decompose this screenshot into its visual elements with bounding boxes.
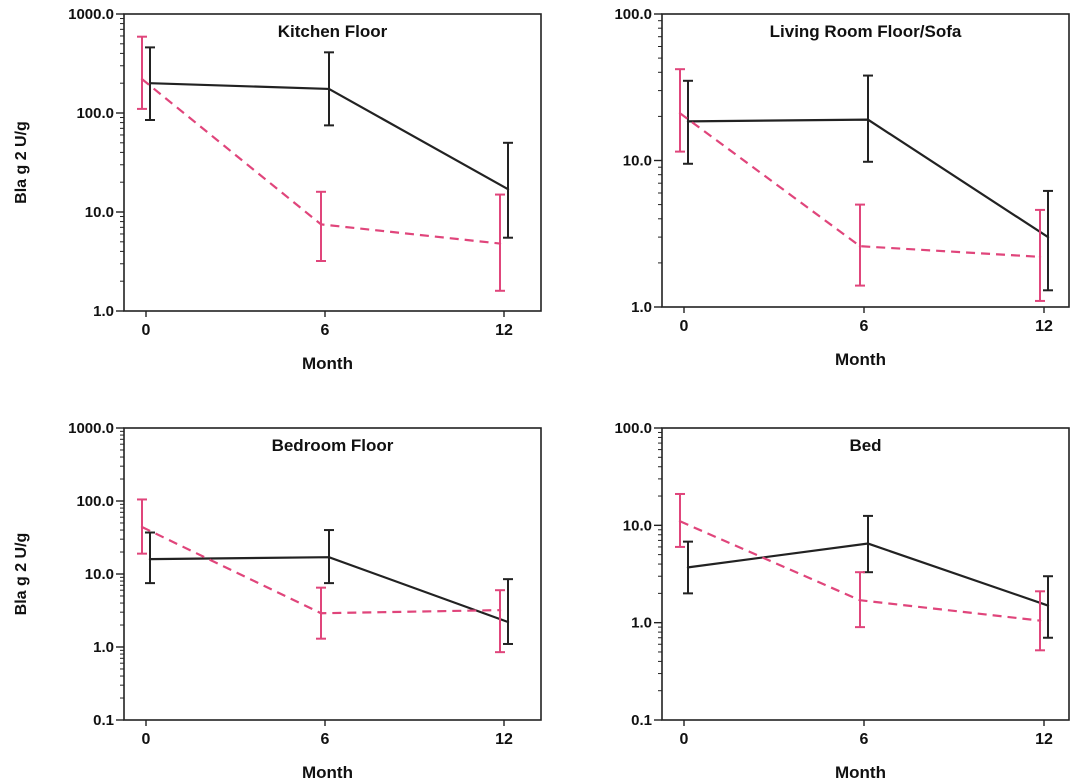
data-point <box>506 187 510 191</box>
data-point <box>1038 619 1042 622</box>
data-point <box>148 557 152 561</box>
series-dashed <box>137 35 505 292</box>
data-point <box>686 566 690 569</box>
series-dashed <box>137 498 505 654</box>
y-axis-label: Bla g 2 U/g <box>13 121 30 204</box>
x-tick-label: 12 <box>1035 318 1053 335</box>
x-tick-label: 12 <box>495 731 513 748</box>
y-tick-label: 100.0 <box>614 6 652 23</box>
data-point <box>506 620 510 624</box>
series-dashed <box>675 68 1045 302</box>
data-point <box>866 118 870 121</box>
panel-title: Bedroom Floor <box>272 436 394 455</box>
data-point <box>498 242 502 245</box>
data-point <box>140 77 144 81</box>
data-point <box>678 112 682 115</box>
panel-title: Bed <box>849 436 881 455</box>
series-dashed <box>675 492 1045 652</box>
data-point <box>866 542 870 545</box>
y-tick-label: 10.0 <box>623 517 652 534</box>
y-tick-label: 0.1 <box>631 712 652 729</box>
series-solid <box>145 46 513 239</box>
y-tick-label: 1000.0 <box>68 6 114 23</box>
x-tick-label: 6 <box>321 322 330 339</box>
data-point <box>1046 235 1050 239</box>
panel-title: Living Room Floor/Sofa <box>770 22 962 41</box>
data-point <box>858 599 862 602</box>
data-point <box>498 608 502 612</box>
y-tick-label: 10.0 <box>85 566 114 583</box>
panel-4: 0.1 1.0 10.0 100.0 0 6 12 Bed Month <box>614 420 1070 782</box>
y-tick-label: 0.1 <box>93 712 114 729</box>
y-tick-label: 1.0 <box>631 299 652 316</box>
x-axis-label: Month <box>835 350 886 369</box>
y-tick-label: 1.0 <box>93 303 114 320</box>
plot-frame <box>661 427 1070 721</box>
data-point <box>140 525 144 529</box>
panel-3: 0.1 1.0 10.0 100.0 1000.0 0 6 12 Bedroom Floor Mo… <box>13 420 542 782</box>
y-tick-label: 1000.0 <box>68 420 114 437</box>
y-tick-label: 10.0 <box>85 204 114 221</box>
y-tick-label: 100.0 <box>76 105 114 122</box>
plot-frame <box>123 13 542 312</box>
y-tick-label: 1.0 <box>93 639 114 656</box>
x-axis-label: Month <box>835 763 886 782</box>
plot-frame <box>123 427 542 721</box>
x-axis-label: Month <box>302 763 353 782</box>
x-tick-label: 0 <box>142 731 151 748</box>
x-tick-label: 12 <box>495 322 513 339</box>
data-point <box>686 120 690 123</box>
y-tick-label: 100.0 <box>76 493 114 510</box>
data-point <box>1046 604 1050 607</box>
x-tick-label: 6 <box>860 731 869 748</box>
data-point <box>327 555 331 559</box>
x-tick-label: 0 <box>680 731 689 748</box>
panel-title: Kitchen Floor <box>278 22 388 41</box>
y-axis-label: Bla g 2 U/g <box>13 533 30 616</box>
data-point <box>858 245 862 248</box>
y-tick-label: 100.0 <box>614 420 652 437</box>
x-tick-label: 6 <box>860 318 869 335</box>
x-tick-label: 0 <box>142 322 151 339</box>
panel-2: 1.0 10.0 100.0 0 6 12 Living Room Floor/Sofa Mo… <box>614 6 1070 369</box>
data-point <box>1038 255 1042 259</box>
plot-frame <box>661 13 1070 308</box>
x-tick-label: 12 <box>1035 731 1053 748</box>
data-point <box>319 223 323 226</box>
series-solid <box>145 529 513 645</box>
data-point <box>319 612 323 615</box>
y-tick-label: 1.0 <box>631 615 652 632</box>
series-solid <box>683 514 1053 639</box>
x-axis-label: Month <box>302 354 353 373</box>
data-point <box>327 87 331 91</box>
series-solid <box>683 74 1053 292</box>
panel-1: 1.0 10.0 100.0 1000.0 0 6 12 Kitchen Floor Month… <box>13 6 542 373</box>
x-tick-label: 0 <box>680 318 689 335</box>
x-tick-label: 6 <box>321 731 330 748</box>
data-point <box>678 520 682 523</box>
y-tick-label: 10.0 <box>623 153 652 170</box>
